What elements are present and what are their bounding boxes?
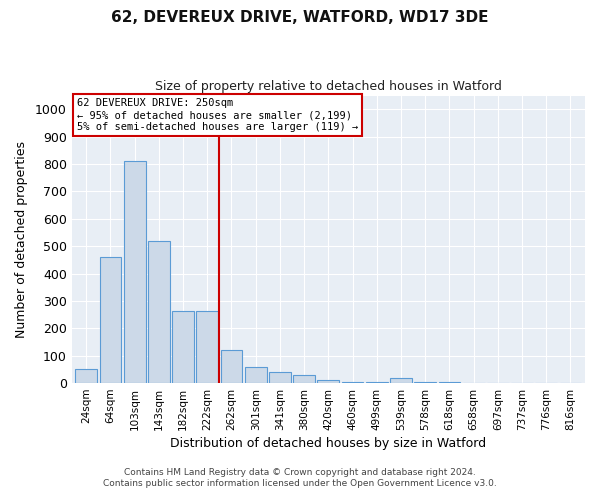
Title: Size of property relative to detached houses in Watford: Size of property relative to detached ho… <box>155 80 502 93</box>
Bar <box>390 378 412 383</box>
Bar <box>196 310 218 383</box>
Bar <box>172 310 194 383</box>
X-axis label: Distribution of detached houses by size in Watford: Distribution of detached houses by size … <box>170 437 487 450</box>
Bar <box>269 372 291 383</box>
Bar <box>414 382 436 383</box>
Bar <box>245 366 266 383</box>
Y-axis label: Number of detached properties: Number of detached properties <box>15 141 28 338</box>
Bar <box>293 375 315 383</box>
Bar <box>76 370 97 383</box>
Bar <box>366 382 388 383</box>
Text: 62 DEVEREUX DRIVE: 250sqm
← 95% of detached houses are smaller (2,199)
5% of sem: 62 DEVEREUX DRIVE: 250sqm ← 95% of detac… <box>77 98 358 132</box>
Text: 62, DEVEREUX DRIVE, WATFORD, WD17 3DE: 62, DEVEREUX DRIVE, WATFORD, WD17 3DE <box>111 10 489 25</box>
Bar <box>100 257 121 383</box>
Bar <box>341 382 364 383</box>
Bar <box>148 240 170 383</box>
Bar <box>317 380 339 383</box>
Bar <box>439 382 460 383</box>
Text: Contains HM Land Registry data © Crown copyright and database right 2024.
Contai: Contains HM Land Registry data © Crown c… <box>103 468 497 487</box>
Bar <box>221 350 242 383</box>
Bar <box>124 162 146 383</box>
